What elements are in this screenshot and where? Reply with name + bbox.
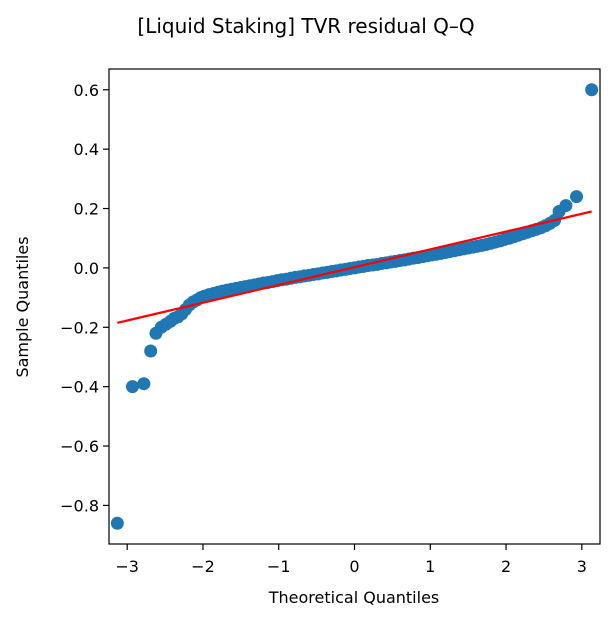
x-tick-label: 0 [349, 557, 359, 576]
y-tick-label: −0.6 [60, 437, 99, 456]
data-point [570, 190, 584, 204]
x-tick-label: −3 [115, 557, 139, 576]
data-point [110, 516, 124, 530]
y-tick-label: 0.2 [74, 200, 99, 219]
y-axis-label: Sample Quantiles [13, 236, 32, 377]
data-point [137, 377, 151, 391]
reference-fit-line [117, 210, 592, 324]
data-point [144, 344, 158, 358]
plot-area [110, 83, 599, 530]
x-tick-label: −1 [267, 557, 291, 576]
x-tick-label: −2 [191, 557, 215, 576]
data-point [559, 199, 573, 213]
x-tick-label: 1 [425, 557, 435, 576]
x-tick-label: 2 [501, 557, 511, 576]
y-tick-label: −0.8 [60, 496, 99, 515]
axis-ticks: −3 −2 −1 0 1 2 3 −0.8 −0.6 −0.4 −0.2 0.0 0.2 0.4 0.6 [60, 81, 587, 576]
data-point [585, 83, 599, 97]
y-tick-label: 0.0 [74, 259, 99, 278]
y-tick-label: 0.4 [74, 140, 99, 159]
y-tick-label: −0.2 [60, 318, 99, 337]
x-tick-label: 3 [577, 557, 587, 576]
y-tick-label: 0.6 [74, 81, 99, 100]
y-tick-label: −0.4 [60, 378, 99, 397]
x-axis-label: Theoretical Quantiles [268, 588, 440, 607]
chart-title: [Liquid Staking] TVR residual Q–Q [137, 14, 474, 38]
data-point [125, 380, 139, 394]
